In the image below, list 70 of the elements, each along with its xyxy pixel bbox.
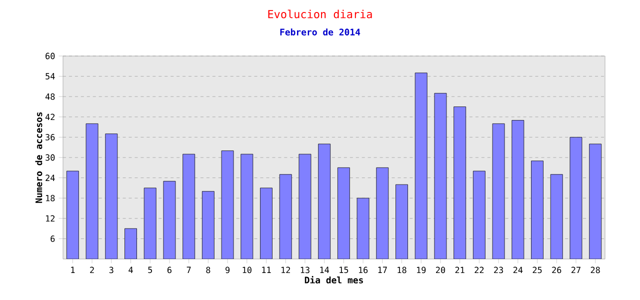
- y-tick-label: 24: [46, 174, 55, 181]
- bar: [473, 171, 486, 259]
- x-tick-label: 16: [358, 266, 368, 274]
- x-axis-title: Dia del mes: [304, 276, 363, 284]
- x-tick-label: 22: [474, 266, 484, 274]
- y-tick-label: 60: [46, 52, 55, 60]
- x-tick-label: 9: [226, 266, 230, 274]
- bar: [589, 144, 602, 259]
- y-tick-label: 42: [45, 114, 55, 120]
- bar: [454, 106, 466, 259]
- bar: [531, 160, 544, 259]
- x-tick-label: 6: [167, 266, 172, 274]
- bar: [221, 150, 234, 259]
- bar: [337, 167, 350, 259]
- bar: [144, 188, 156, 259]
- x-tick-label: 12: [282, 266, 290, 274]
- bar: [396, 184, 408, 259]
- x-tick-label: 19: [417, 266, 426, 274]
- bar: [86, 123, 98, 259]
- x-tick-label: 2: [90, 266, 94, 274]
- bar: [260, 188, 272, 259]
- y-tick-label: 54: [46, 73, 55, 80]
- bar: [492, 123, 505, 259]
- x-tick-label: 14: [320, 266, 330, 273]
- chart-subtitle: Febrero de 2014: [280, 28, 360, 36]
- y-tick-label: 6: [50, 236, 55, 242]
- bar: [298, 154, 312, 259]
- bar: [163, 180, 176, 259]
- bar: [182, 154, 196, 259]
- y-tick-label: 30: [46, 154, 55, 161]
- x-tick-label: 21: [455, 266, 464, 274]
- x-tick-label: 25: [532, 266, 542, 274]
- y-tick-label: 18: [46, 194, 55, 202]
- y-tick-label: 48: [45, 93, 55, 100]
- x-tick-label: 7: [186, 266, 191, 273]
- y-axis-title: Numero de accesos: [35, 112, 42, 203]
- bar: [414, 72, 428, 259]
- bar: [279, 174, 292, 259]
- bar: [202, 191, 214, 259]
- x-tick-label: 3: [109, 266, 114, 274]
- x-tick-label: 26: [552, 266, 562, 274]
- x-tick-label: 28: [590, 266, 600, 274]
- x-tick-label: 13: [300, 266, 310, 274]
- x-tick-label: 8: [206, 266, 210, 274]
- x-tick-label: 4: [128, 266, 133, 273]
- bar: [124, 228, 137, 259]
- x-tick-label: 24: [513, 266, 523, 274]
- bar: [240, 154, 254, 259]
- bar: [434, 93, 447, 259]
- x-tick-label: 20: [436, 266, 446, 274]
- bar: [318, 144, 331, 259]
- bar: [512, 120, 524, 259]
- x-tick-label: 1: [71, 266, 75, 273]
- x-tick-label: 23: [494, 266, 504, 274]
- bar: [105, 134, 118, 259]
- y-tick-label: 36: [46, 134, 55, 140]
- bar: [376, 167, 389, 259]
- x-tick-label: 18: [398, 266, 406, 274]
- chart-title: Evolucion diaria: [268, 10, 372, 18]
- bar: [66, 170, 79, 259]
- x-tick-label: 11: [262, 266, 271, 273]
- bar: [570, 137, 582, 259]
- bar: [356, 198, 370, 259]
- x-tick-label: 17: [378, 266, 387, 273]
- x-tick-label: 10: [242, 266, 252, 274]
- x-tick-label: 27: [572, 266, 580, 274]
- x-tick-label: 5: [148, 266, 152, 274]
- y-tick-label: 12: [46, 215, 55, 222]
- x-tick-label: 15: [340, 266, 348, 274]
- bar: [550, 174, 563, 259]
